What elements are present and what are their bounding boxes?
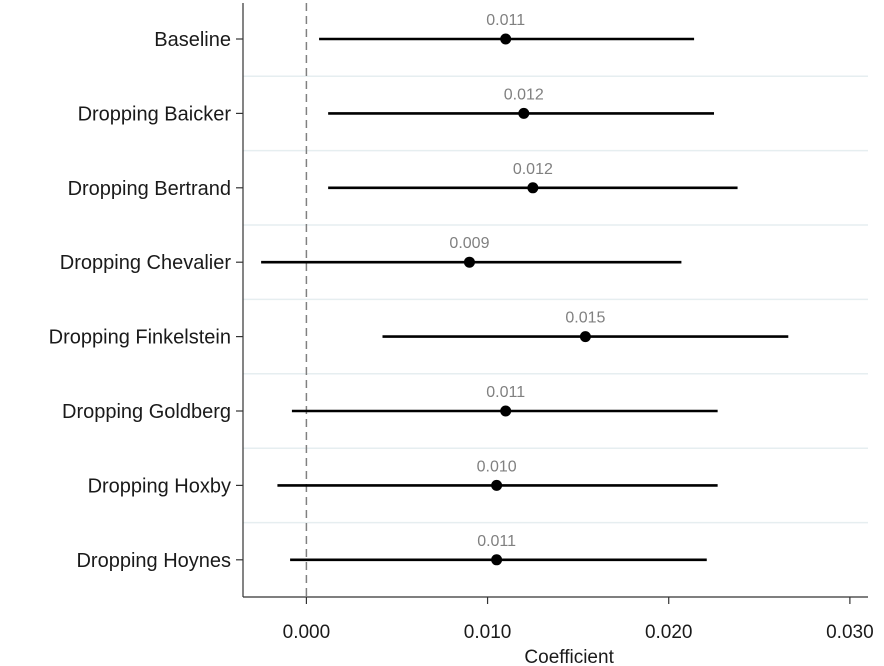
- point-estimate: [491, 479, 503, 491]
- point-estimate: [579, 331, 591, 343]
- y-tick-label: Dropping Goldberg: [62, 401, 231, 423]
- chart-marks: 0.011 0.012 0.012 0.009 0.015 0.011 0.010 0.011: [261, 12, 789, 566]
- data-label: 0.015: [565, 310, 605, 327]
- data-label: 0.012: [504, 86, 544, 103]
- row-separators: [243, 75, 868, 524]
- point-estimate: [500, 405, 512, 417]
- x-axis-title: Coefficient: [524, 647, 614, 666]
- y-tick-label: Dropping Hoynes: [76, 550, 231, 572]
- point-estimate: [500, 33, 512, 45]
- point-estimate: [491, 554, 503, 566]
- y-tick-label: Dropping Bertrand: [68, 178, 231, 200]
- point-estimate: [527, 182, 539, 194]
- y-tick-label: Dropping Chevalier: [60, 252, 232, 274]
- data-label: 0.010: [477, 458, 517, 475]
- y-tick-label: Dropping Baicker: [78, 103, 232, 125]
- data-label: 0.012: [513, 161, 553, 178]
- x-tick-label: 0.020: [645, 622, 693, 643]
- data-label: 0.009: [449, 235, 489, 252]
- y-tick-label: Dropping Finkelstein: [49, 327, 231, 349]
- x-tick-label: 0.000: [283, 622, 331, 643]
- data-label: 0.011: [486, 12, 525, 29]
- data-label: 0.011: [477, 533, 516, 550]
- point-estimate: [518, 107, 530, 119]
- x-tick-label: 0.010: [464, 622, 512, 643]
- point-estimate: [463, 256, 475, 268]
- x-tick-label: 0.030: [826, 622, 874, 643]
- y-tick-label: Dropping Hoxby: [88, 475, 231, 497]
- y-tick-label: Baseline: [154, 29, 231, 51]
- axes: 0.000 0.010 0.020 0.030 Baseline Dropping Bai…: [49, 3, 874, 643]
- data-label: 0.011: [486, 384, 525, 401]
